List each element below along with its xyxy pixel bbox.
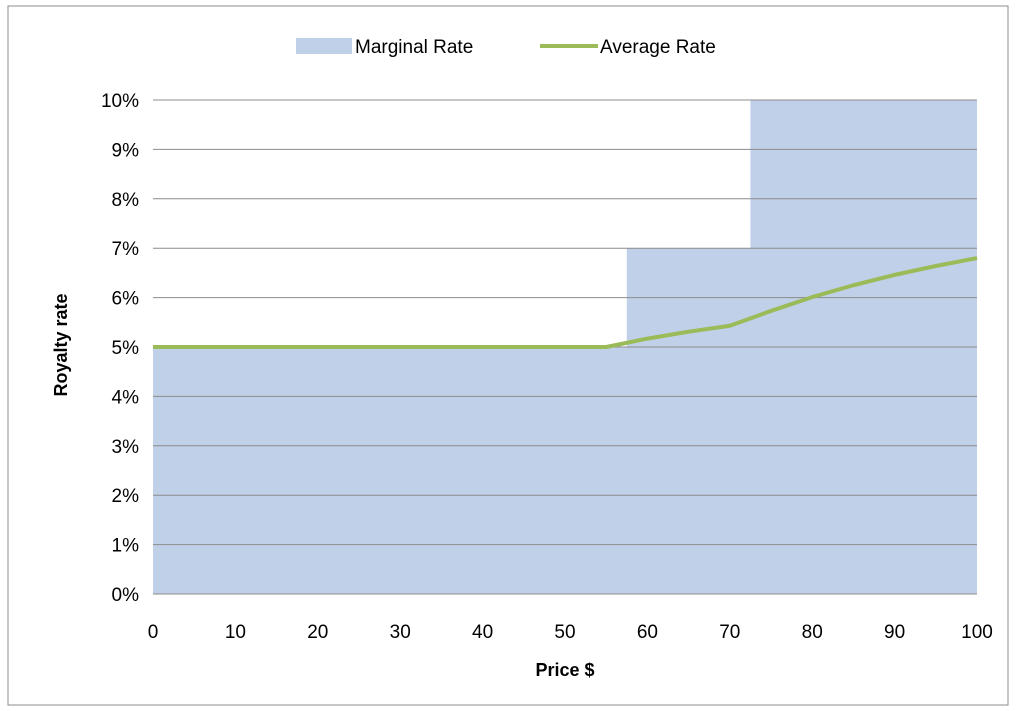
y-tick-label: 4% — [112, 387, 140, 408]
x-tick-label: 0 — [148, 622, 159, 643]
legend-swatch-marginal-rate — [296, 38, 352, 54]
legend-label-marginal-rate: Marginal Rate — [355, 37, 473, 58]
y-tick-labels: 0% 1% 2% 3% 4% 5% 6% 7% 8% 9% 10% — [101, 91, 139, 606]
average-rate-line — [153, 256, 978, 349]
y-tick-label: 6% — [112, 289, 140, 310]
x-tick-label: 60 — [637, 622, 658, 643]
x-tick-labels: 0 10 20 30 40 50 60 70 80 90 100 — [148, 622, 993, 643]
average-rate-line-layer — [153, 256, 978, 349]
x-tick-label: 40 — [472, 622, 493, 643]
y-tick-label: 10% — [101, 91, 139, 112]
legend-label-average-rate: Average Rate — [600, 37, 716, 58]
legend: Marginal Rate Average Rate — [296, 37, 716, 58]
y-tick-label: 5% — [112, 338, 140, 359]
y-tick-label: 2% — [112, 486, 140, 507]
x-tick-label: 70 — [719, 622, 740, 643]
y-tick-label: 3% — [112, 437, 140, 458]
y-axis-title: Royalty rate — [51, 293, 71, 396]
x-tick-label: 100 — [961, 622, 993, 643]
y-tick-label: 9% — [112, 140, 140, 161]
x-axis-title: Price $ — [535, 660, 594, 680]
x-tick-label: 20 — [307, 622, 328, 643]
x-tick-label: 10 — [225, 622, 246, 643]
y-tick-label: 1% — [112, 536, 140, 557]
y-tick-label: 7% — [112, 239, 140, 260]
x-tick-label: 50 — [554, 622, 575, 643]
y-tick-label: 0% — [112, 585, 140, 606]
y-tick-label: 8% — [112, 190, 140, 211]
x-tick-label: 80 — [802, 622, 823, 643]
x-tick-label: 30 — [390, 622, 411, 643]
x-tick-label: 90 — [884, 622, 905, 643]
